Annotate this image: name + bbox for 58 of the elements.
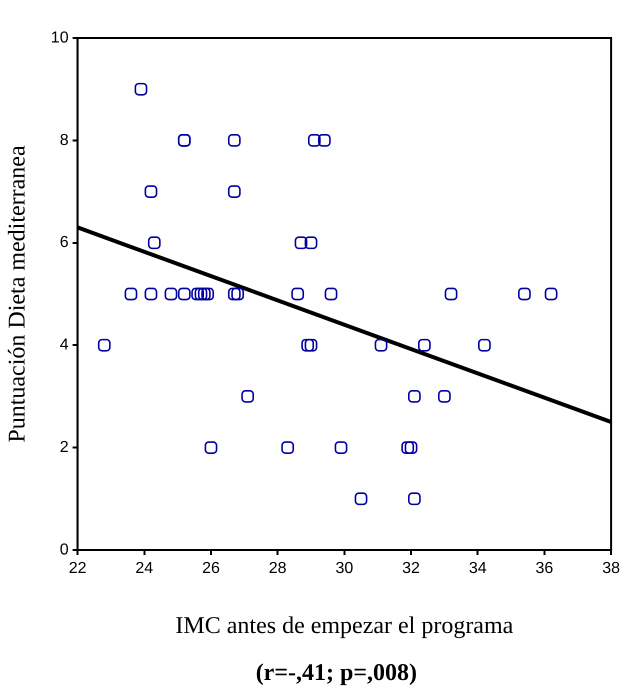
x-tick-label: 30 bbox=[335, 560, 354, 578]
point bbox=[408, 492, 421, 506]
point bbox=[241, 390, 254, 403]
point bbox=[164, 288, 178, 300]
x-tick-label: 22 bbox=[68, 560, 87, 578]
point bbox=[318, 134, 331, 147]
point bbox=[438, 390, 451, 403]
point bbox=[144, 288, 158, 300]
point bbox=[334, 441, 348, 454]
point bbox=[201, 288, 214, 300]
x-tick-label: 38 bbox=[602, 560, 620, 578]
point bbox=[231, 288, 244, 300]
point bbox=[191, 288, 204, 300]
point bbox=[354, 492, 368, 506]
x-axis-title: IMC antes de empezar el programa bbox=[175, 612, 514, 639]
point bbox=[308, 134, 321, 147]
point bbox=[228, 185, 241, 198]
point bbox=[204, 441, 218, 454]
point bbox=[194, 288, 208, 300]
point bbox=[518, 288, 531, 300]
point bbox=[228, 134, 241, 147]
y-tick-label: 10 bbox=[50, 29, 69, 46]
text: (r=-,41; p=,008) bbox=[256, 660, 418, 686]
y-tick-label: 6 bbox=[60, 234, 69, 252]
x-tick-label: 34 bbox=[468, 560, 487, 578]
point bbox=[478, 338, 491, 352]
y-tick-label: 0 bbox=[60, 541, 69, 558]
y-tick-label: 2 bbox=[60, 439, 69, 456]
point bbox=[178, 288, 191, 300]
y-tick-label: 8 bbox=[60, 132, 69, 149]
point bbox=[228, 288, 241, 300]
x-tick-label: 24 bbox=[135, 560, 154, 578]
point bbox=[294, 236, 308, 250]
y-axis-title: Puntuación Dieta mediterranea bbox=[4, 145, 31, 443]
point bbox=[418, 338, 431, 352]
point bbox=[404, 441, 418, 454]
point bbox=[324, 288, 338, 300]
point bbox=[281, 441, 294, 454]
point bbox=[198, 288, 211, 300]
x-tick-label: 36 bbox=[536, 560, 554, 578]
point bbox=[408, 390, 421, 403]
point bbox=[301, 338, 314, 352]
point bbox=[148, 236, 161, 250]
point bbox=[304, 236, 318, 250]
x-tick-label: 26 bbox=[202, 560, 220, 578]
x-tick-label: 28 bbox=[268, 560, 287, 578]
point bbox=[304, 338, 318, 352]
point bbox=[291, 288, 304, 300]
point bbox=[444, 288, 458, 300]
x-tick-label: 32 bbox=[402, 560, 420, 578]
y-tick-label: 4 bbox=[60, 336, 69, 354]
point bbox=[134, 82, 148, 96]
point bbox=[124, 288, 138, 300]
point bbox=[401, 441, 414, 454]
point bbox=[374, 338, 388, 352]
point bbox=[98, 338, 111, 352]
point bbox=[144, 185, 158, 198]
point bbox=[544, 288, 558, 300]
